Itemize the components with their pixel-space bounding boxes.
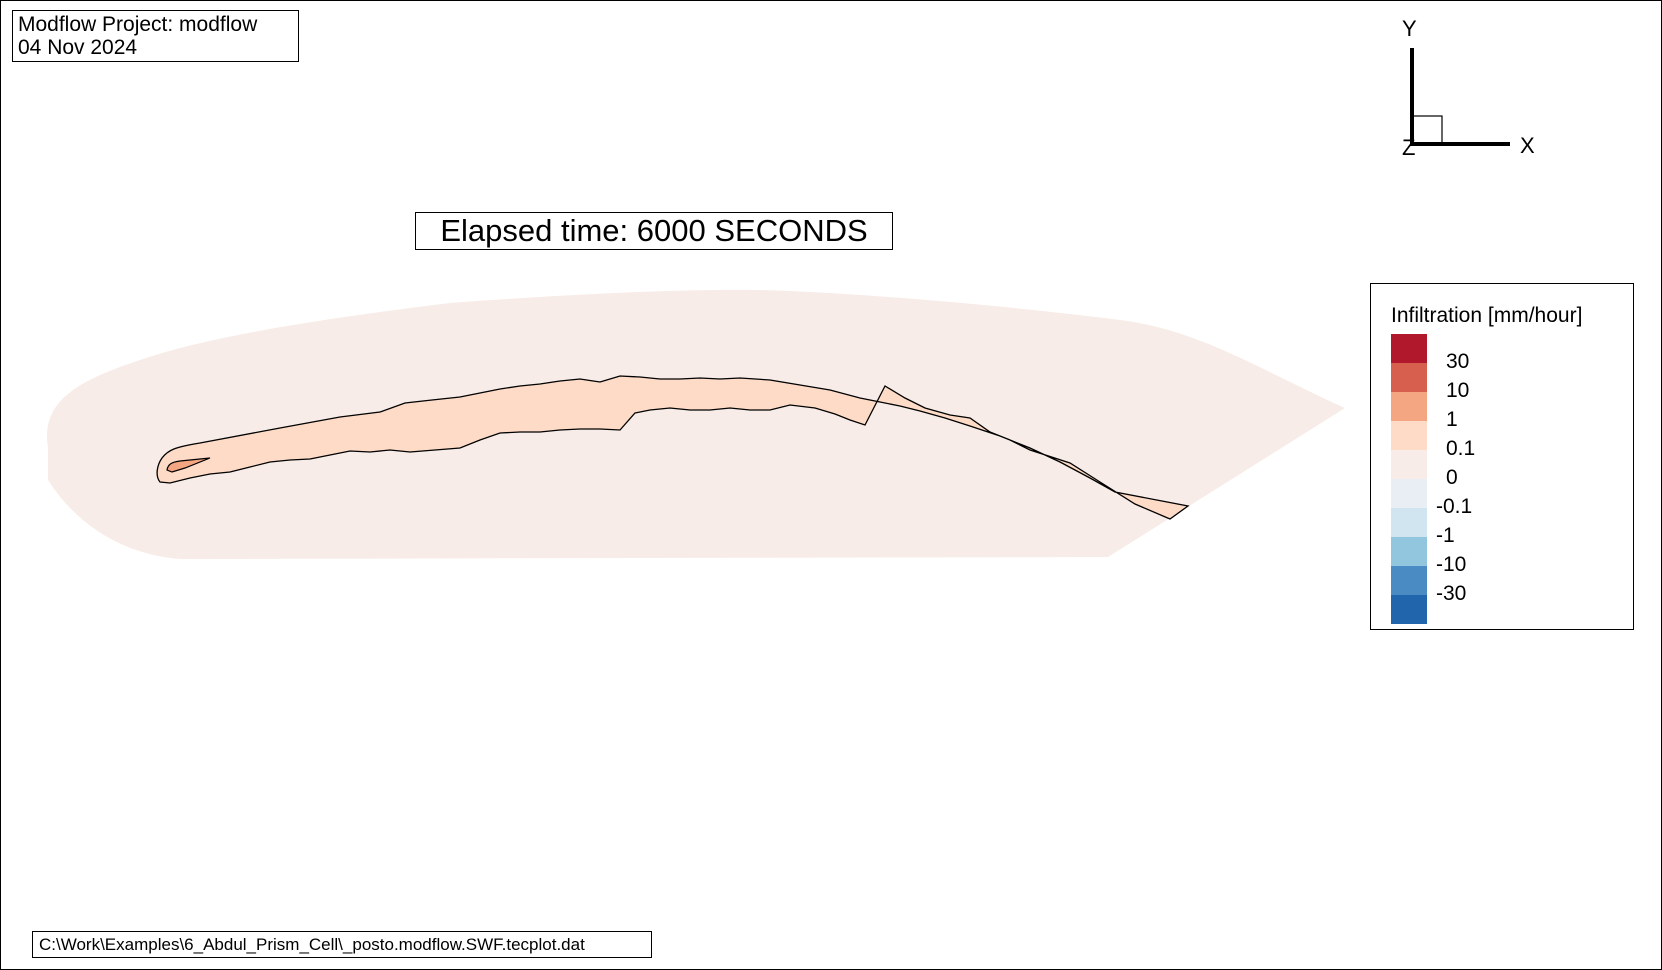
legend-level-label: -1 [1436,524,1455,547]
legend-swatch [1391,334,1427,363]
triad-y-label: Y [1402,16,1417,41]
model-domain-region [46,289,1346,559]
legend-swatch [1391,450,1427,479]
legend-swatch [1391,537,1427,566]
legend-level-label: 0 [1446,466,1458,489]
legend-swatch [1391,508,1427,537]
project-info-box: Modflow Project: modflow 04 Nov 2024 [12,10,299,62]
legend-level-label: 0.1 [1446,437,1476,460]
infiltration-channel-region [156,375,1190,520]
legend-level-label: 30 [1446,350,1470,373]
legend-swatch [1391,566,1427,595]
legend-title: Infiltration [mm/hour] [1391,304,1583,327]
legend-level-label: -0.1 [1436,495,1473,518]
legend[interactable]: Infiltration [mm/hour] 30 10 1 0.1 0 -0.1 -1 -1… [1370,283,1634,630]
legend-swatch-column [1391,334,1427,624]
triad-x-label: X [1520,133,1535,158]
legend-swatch [1391,392,1427,421]
legend-swatch [1391,363,1427,392]
project-date-text: 04 Nov 2024 [18,36,138,59]
project-name-text: Modflow Project: modflow [18,13,258,36]
legend-swatch [1391,421,1427,450]
elapsed-time-box: Elapsed time: 6000 SECONDS [415,212,893,250]
legend-level-label: 1 [1446,408,1458,431]
legend-swatch [1391,479,1427,508]
legend-level-label: 10 [1446,379,1470,402]
high-infiltration-tip-region [166,457,211,473]
legend-swatch [1391,595,1427,624]
data-file-path: C:\Work\Examples\6_Abdul_Prism_Cell\_pos… [32,931,652,958]
triad-z-label: Z [1402,135,1415,160]
legend-level-label: -30 [1436,582,1467,605]
axes-triad: Y X Z [1402,16,1535,160]
legend-level-label: -10 [1436,553,1467,576]
